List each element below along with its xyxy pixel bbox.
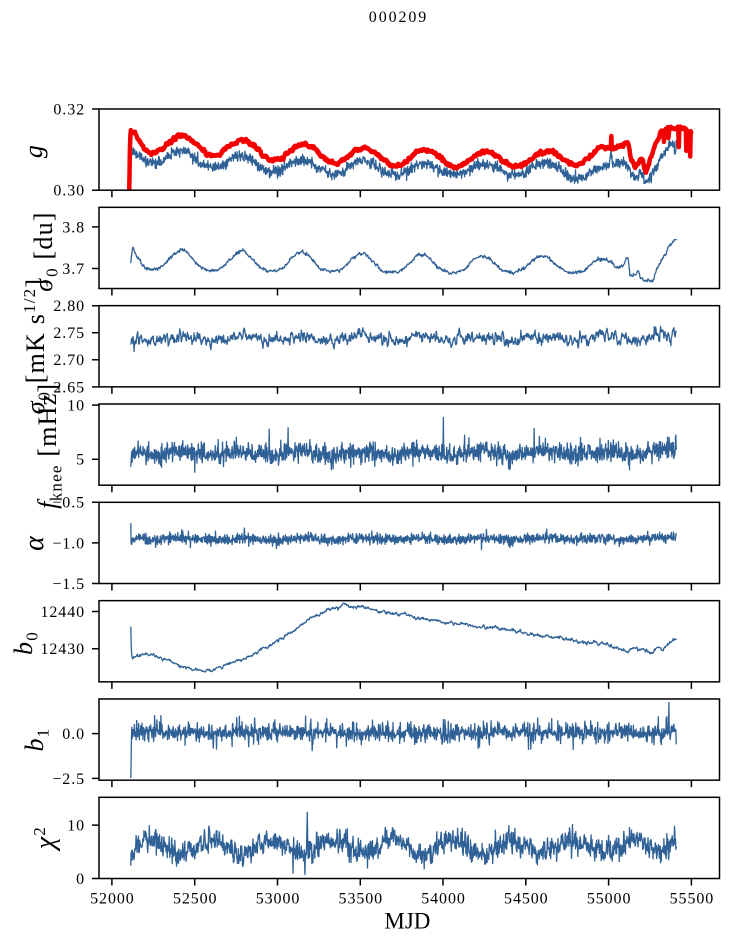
svg-text:b0: b0 [9, 631, 42, 655]
svg-text:3.7: 3.7 [62, 261, 85, 278]
svg-text:12440: 12440 [41, 604, 86, 621]
svg-text:−0.5: −0.5 [52, 495, 85, 512]
svg-text:α: α [19, 535, 50, 551]
svg-text:σ0 [mK s1/2]: σ0 [mK s1/2] [20, 278, 54, 414]
svg-text:54500: 54500 [504, 891, 549, 908]
svg-text:52500: 52500 [173, 891, 218, 908]
svg-text:0.32: 0.32 [53, 101, 85, 118]
svg-text:−1.5: −1.5 [52, 576, 85, 593]
svg-text:σ0 [du]: σ0 [du] [29, 211, 62, 291]
svg-text:χ2: χ2 [30, 826, 61, 852]
svg-text:10: 10 [67, 398, 85, 415]
svg-text:fknee [mHz]: fknee [mHz] [33, 383, 66, 509]
svg-text:3.8: 3.8 [62, 219, 85, 236]
svg-text:10: 10 [67, 818, 85, 835]
svg-text:g: g [19, 144, 48, 158]
svg-text:MJD: MJD [384, 909, 430, 934]
svg-text:−2.5: −2.5 [52, 771, 85, 788]
svg-text:54000: 54000 [421, 891, 466, 908]
svg-text:55500: 55500 [670, 891, 715, 908]
svg-text:53500: 53500 [339, 891, 384, 908]
svg-text:55000: 55000 [587, 891, 632, 908]
svg-text:000209: 000209 [369, 9, 428, 26]
svg-text:2.75: 2.75 [53, 325, 85, 342]
svg-text:2.70: 2.70 [53, 352, 85, 369]
svg-text:12430: 12430 [41, 641, 86, 658]
svg-text:0.30: 0.30 [53, 183, 85, 200]
svg-text:0.0: 0.0 [62, 726, 85, 743]
svg-text:0: 0 [76, 871, 85, 888]
svg-text:b1: b1 [20, 728, 53, 752]
svg-text:2.80: 2.80 [53, 298, 85, 315]
svg-text:2.65: 2.65 [53, 379, 85, 396]
svg-text:52000: 52000 [90, 891, 135, 908]
svg-text:−1.0: −1.0 [52, 535, 85, 552]
svg-text:53000: 53000 [256, 891, 301, 908]
svg-text:5: 5 [76, 452, 85, 469]
